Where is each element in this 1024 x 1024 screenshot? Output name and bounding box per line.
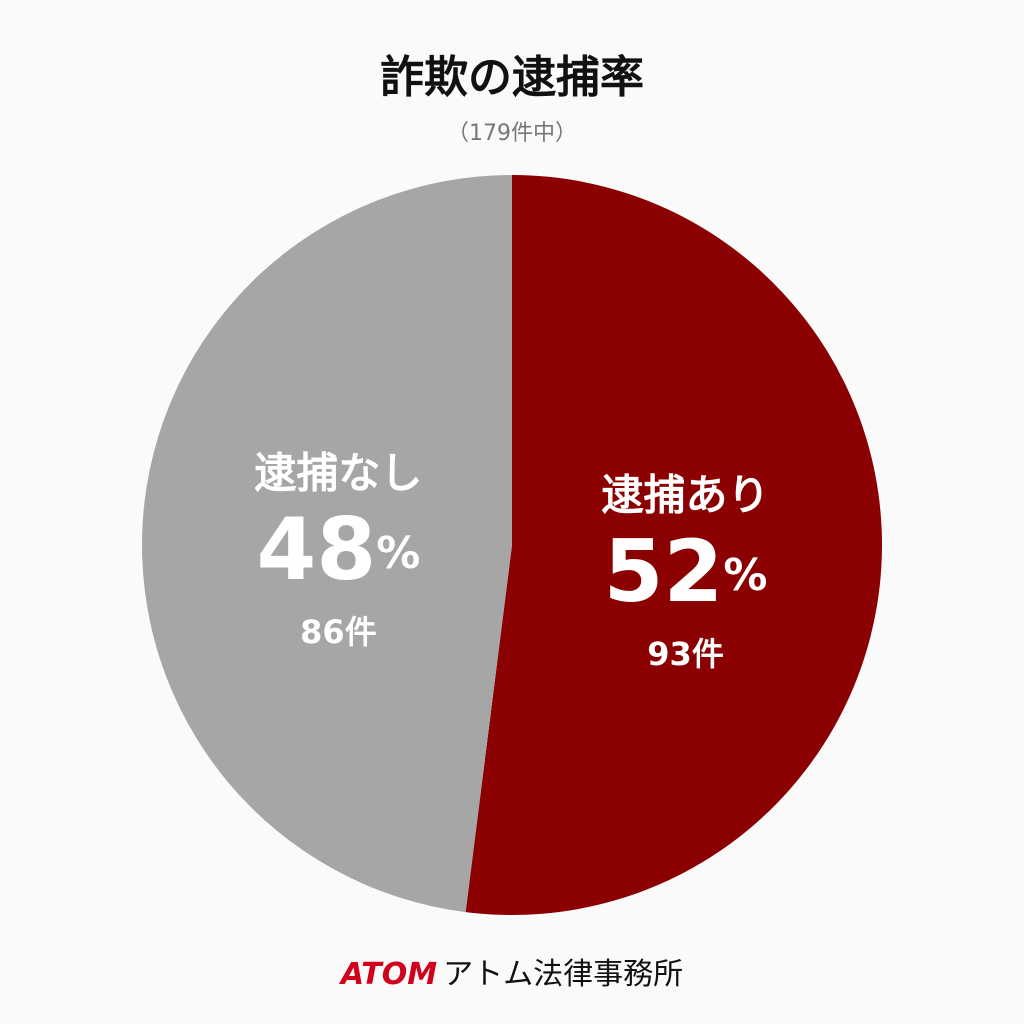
footer: ATOM アトム法律事務所 bbox=[339, 957, 683, 992]
value-label: 48% bbox=[257, 501, 421, 601]
slice-label: 逮捕なし bbox=[254, 449, 422, 498]
chart-subtitle: （179件中） bbox=[447, 121, 577, 146]
pie-slice bbox=[465, 175, 882, 915]
chart-title: 詐欺の逮捕率 bbox=[380, 52, 644, 103]
slice-label: 逮捕あり bbox=[602, 470, 770, 519]
footer-brand: ATOM bbox=[339, 957, 437, 992]
value-label: 52% bbox=[604, 522, 768, 622]
pie-slice bbox=[141, 174, 512, 913]
footer-name: アトム法律事務所 bbox=[443, 957, 683, 992]
count-label: 93件 bbox=[647, 635, 724, 673]
count-label: 86件 bbox=[300, 613, 377, 651]
